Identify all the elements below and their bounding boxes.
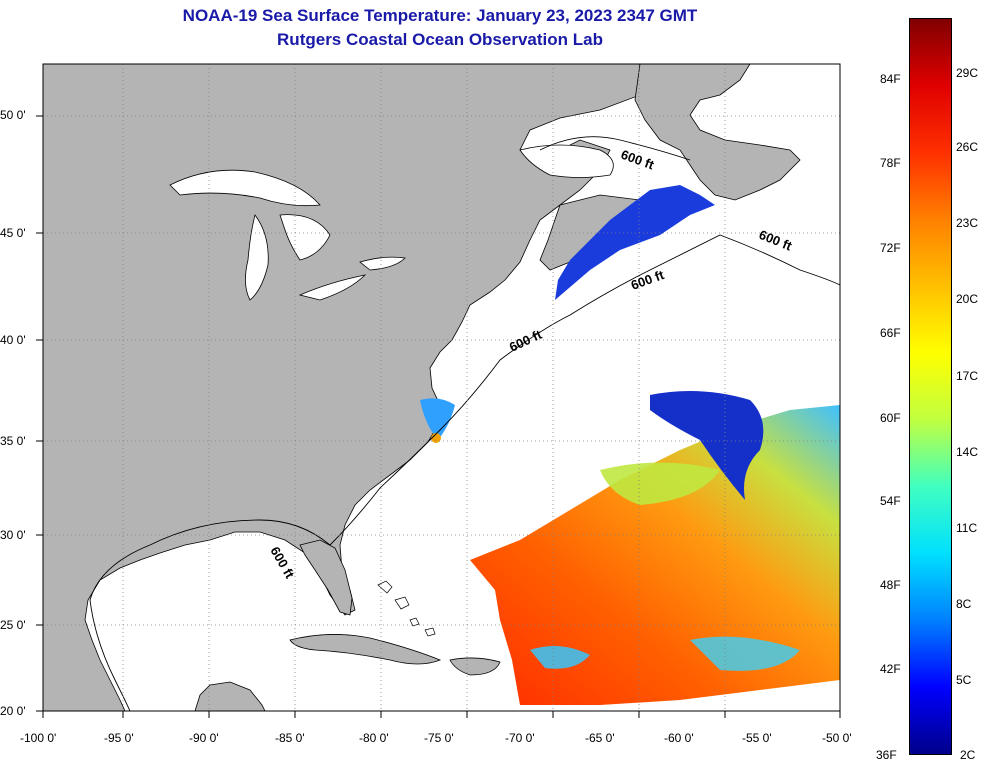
map-frame <box>42 63 841 712</box>
colorbar-c-label: 8C <box>956 597 972 611</box>
lat-label: 40 0' <box>0 333 26 347</box>
lake-ontario <box>359 256 406 271</box>
newfoundland-land <box>634 64 801 201</box>
lon-label: -60 0' <box>664 731 694 745</box>
colorbar-c-label: 5C <box>956 673 972 687</box>
cuba-land <box>289 634 442 665</box>
lat-label: 30 0' <box>0 528 26 542</box>
map-graticule <box>43 64 840 711</box>
lon-label: -90 0' <box>189 731 219 745</box>
florida-land <box>299 539 353 616</box>
colorbar-c-label: 29C <box>956 66 979 80</box>
yucatan-land <box>194 681 266 711</box>
colorbar-f-label: 78F <box>880 156 901 170</box>
lake-superior <box>169 169 321 207</box>
map-title: NOAA-19 Sea Surface Temperature: January… <box>182 6 698 25</box>
sst-cold-nearshore <box>420 398 455 440</box>
lon-label: -65 0' <box>585 731 615 745</box>
map-subtitle: Rutgers Coastal Ocean Observation Lab <box>277 30 603 49</box>
lon-label: -70 0' <box>505 731 535 745</box>
sst-cold-offshore <box>650 391 764 500</box>
lon-label: -85 0' <box>275 731 305 745</box>
colorbar-f-label: 84F <box>880 72 901 86</box>
sst-cold-shelf <box>555 185 715 300</box>
st-lawrence-water <box>519 144 614 178</box>
colorbar-c-label: 2C <box>960 748 976 762</box>
lat-label: 45 0' <box>0 226 26 240</box>
lat-label: 35 0' <box>0 434 26 448</box>
lon-label: -50 0' <box>822 731 852 745</box>
hispaniola-land <box>449 657 501 676</box>
lake-michigan <box>245 214 269 301</box>
axis-ticks <box>36 115 841 718</box>
lon-label: -80 0' <box>359 731 389 745</box>
colorbar-f-label: 66F <box>880 326 901 340</box>
lon-label: -100 0' <box>20 731 57 745</box>
sst-cool-patch-2 <box>690 636 800 671</box>
bahamas-islands <box>377 580 436 637</box>
lake-erie <box>298 274 367 301</box>
isobath-north <box>539 136 691 161</box>
sst-cool-patch <box>530 646 590 669</box>
colorbar-c-label: 26C <box>956 140 979 154</box>
lon-label: -55 0' <box>742 731 772 745</box>
colorbar-f-label: 36F <box>876 748 897 762</box>
colorbar-c-label: 14C <box>956 445 979 459</box>
colorbar-c-label: 23C <box>956 216 979 230</box>
lon-label: -95 0' <box>104 731 134 745</box>
sst-warm-region <box>470 405 840 705</box>
isobath-line <box>329 234 840 546</box>
colorbar-f-label: 42F <box>880 662 901 676</box>
lat-label: 50 0' <box>0 108 26 122</box>
lat-label: 20 0' <box>0 704 26 718</box>
isobath-gulf <box>89 519 331 711</box>
colorbar-c-label: 20C <box>956 292 979 306</box>
temperature-colorbar <box>909 18 952 755</box>
colorbar-c-label: 11C <box>956 521 978 535</box>
sst-warm-spot <box>431 433 441 443</box>
colorbar-f-label: 72F <box>880 241 901 255</box>
colorbar-f-label: 48F <box>880 578 901 592</box>
sst-mid-patch <box>600 462 720 505</box>
lat-label: 25 0' <box>0 618 26 632</box>
lake-huron <box>279 214 331 261</box>
lon-label: -75 0' <box>424 731 454 745</box>
colorbar-f-label: 60F <box>880 411 901 425</box>
colorbar-f-label: 54F <box>880 494 901 508</box>
colorbar-c-label: 17C <box>956 369 979 383</box>
